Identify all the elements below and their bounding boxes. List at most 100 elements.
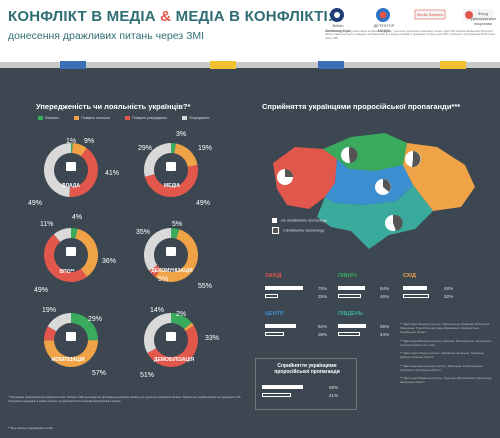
donut-2-pct-c: 49% bbox=[196, 200, 211, 207]
page-title: КОНФЛІКТ В МЕДІА & МЕДІА В КОНФЛІКТІ: bbox=[8, 8, 333, 25]
donut-6-segment-2 bbox=[184, 322, 194, 331]
british-embassy-logo bbox=[330, 8, 344, 22]
note-east: *** Дані щодо Східного регіону: Харківсь… bbox=[400, 351, 485, 359]
west-pct-1: 75% bbox=[318, 286, 328, 291]
donut-6-label: ДЕМОБІЛІЗАЦІЯ bbox=[153, 357, 195, 363]
donut-2-pct-a: 3% bbox=[176, 131, 187, 138]
south-pct-1: 56% bbox=[380, 324, 390, 329]
center-pct-2: 38% bbox=[318, 332, 328, 337]
map-pie-north-share bbox=[349, 146, 358, 163]
note-west: *** Дані щодо Західного регіону: Хмельни… bbox=[400, 322, 490, 334]
legend-item-loyal: Лояльно bbox=[38, 116, 60, 121]
map-pie-south-share bbox=[393, 214, 403, 231]
region-west bbox=[273, 147, 337, 209]
donut-5-segment-4 bbox=[47, 313, 71, 332]
region-2-bar-2 bbox=[338, 294, 361, 298]
map-pie-west-share bbox=[285, 169, 293, 177]
propaganda-section-title: Сприйняття українцями проросійської проп… bbox=[262, 102, 461, 111]
region-label-center: ЦЕНТР bbox=[265, 311, 284, 317]
donut-6-segment-3 bbox=[147, 325, 198, 367]
donut-1-pct-b: 9% bbox=[84, 138, 95, 145]
logo-caption-dif: Фонд Демократичні ініціативи bbox=[471, 11, 497, 26]
star-icon bbox=[166, 247, 176, 256]
building-icon bbox=[66, 162, 76, 171]
donut-1-label: ВЛАДА bbox=[62, 183, 80, 189]
donut-1-segment-4 bbox=[43, 143, 71, 197]
donut-5-pct-c: 19% bbox=[42, 307, 57, 314]
east-pct-2: 52% bbox=[444, 294, 454, 299]
accent-dash-yellow-2 bbox=[440, 61, 466, 69]
legend-label: Лояльно bbox=[45, 116, 60, 120]
logo-caption-embassy: British Embassy Kyiv bbox=[325, 23, 351, 33]
logos-svg bbox=[330, 8, 493, 22]
page-subtitle: донесення дражливих питань через ЗМІ bbox=[8, 30, 205, 42]
donut-2-segment-3 bbox=[144, 164, 199, 198]
region-south bbox=[317, 185, 433, 249]
total-pct-2: 41% bbox=[329, 393, 339, 398]
donut-5-pct-a: 29% bbox=[88, 316, 103, 323]
map-pie-east-share bbox=[412, 151, 421, 168]
donut-2-pct-d: 29% bbox=[138, 145, 153, 152]
north-pct-1: 54% bbox=[380, 286, 390, 291]
west-pct-2: 25% bbox=[318, 294, 328, 299]
note-center: *** Дані щодо Центрального регіону: Вінн… bbox=[400, 363, 484, 372]
legend-item-biased: Упереджено bbox=[182, 116, 210, 121]
donut-3-segment-2 bbox=[75, 228, 98, 277]
divider-strip bbox=[0, 62, 500, 68]
legend-label: Помірно упереджено bbox=[132, 116, 168, 120]
intro-text: Ця робота щодо стану висвітлення медійно… bbox=[325, 30, 496, 40]
ukraine-regions-map bbox=[273, 133, 475, 249]
total-box bbox=[255, 358, 357, 410]
region-3-bar-2 bbox=[403, 294, 429, 298]
donut-6-pct-d: 51% bbox=[140, 372, 155, 379]
donut-3-pct-a: 4% bbox=[72, 214, 83, 221]
donut-6-pct-c: 33% bbox=[205, 335, 220, 342]
region-north bbox=[323, 133, 407, 171]
donut-3-pct-c: 49% bbox=[34, 287, 49, 294]
legend-label: Помірно лояльно bbox=[81, 116, 111, 120]
donut-2-segment-2 bbox=[174, 143, 198, 167]
donut-4-segment-4 bbox=[144, 228, 171, 271]
region-label-north: ПІВНІЧ bbox=[338, 273, 357, 279]
region-center bbox=[325, 159, 413, 205]
title-part-2: МЕДІА В КОНФЛІКТІ: bbox=[175, 8, 334, 25]
footnote-main: * Опитування проводилося методом face-to… bbox=[8, 396, 242, 403]
donut-6-pct-a: 14% bbox=[150, 307, 165, 314]
note-north: *** Дані щодо Північного регіону: Київсь… bbox=[400, 338, 492, 347]
donut-2-segment-4 bbox=[144, 143, 171, 177]
donut-4-pct-b: 55% bbox=[198, 283, 213, 290]
donut-1-segment-2 bbox=[72, 143, 87, 157]
donut-4-segment-2 bbox=[155, 229, 198, 282]
donut-1-pct-c: 41% bbox=[105, 170, 120, 177]
donut-3-segment-4 bbox=[53, 228, 71, 242]
donut-2-label: МЕДІА bbox=[163, 183, 181, 189]
donut-6-segment-4 bbox=[144, 313, 171, 354]
key-label: Сприймають пропаганду bbox=[283, 228, 325, 233]
donut-3-pct-d: 11% bbox=[40, 221, 54, 228]
loyalty-section-title: Упередженість чи лояльність українців?* bbox=[36, 102, 191, 111]
donut-5-segment-3 bbox=[44, 326, 57, 341]
media-sapiens-logo bbox=[414, 9, 446, 20]
accent-dash-yellow bbox=[210, 61, 236, 69]
region-label-south: ПІВДЕНЬ bbox=[338, 311, 363, 317]
partner-logos: British Embassy Kyiv ДЕТЕКТОР МЕДІА Medi… bbox=[325, 6, 497, 33]
header: КОНФЛІКТ В МЕДІА & МЕДІА В КОНФЛІКТІ: до… bbox=[0, 0, 500, 62]
note-south: *** Дані щодо Південного регіону: Одеськ… bbox=[400, 376, 493, 384]
donut-3-pct-b: 36% bbox=[102, 258, 117, 265]
donut-2-pct-b: 19% bbox=[198, 145, 213, 152]
logo-caption-detector: ДЕТЕКТОР МЕДІА bbox=[373, 23, 395, 33]
accent-dash-blue-2 bbox=[318, 61, 344, 69]
region-1-bar-1 bbox=[265, 286, 303, 290]
donut-4-pct-c: 5% bbox=[158, 276, 169, 283]
region-notes: *** Дані щодо Західного регіону: Хмельни… bbox=[400, 322, 494, 389]
donut-3-segment-3 bbox=[44, 234, 87, 282]
region-5-bar-1 bbox=[338, 324, 366, 328]
legend-label: Упереджено bbox=[189, 116, 210, 120]
region-1-bar-2 bbox=[265, 294, 278, 298]
tv-icon bbox=[166, 162, 176, 171]
key-not-perceive: Не сприймають пропаганду bbox=[272, 218, 327, 223]
map-pie-charts bbox=[277, 146, 421, 231]
total-pct-1: 59% bbox=[329, 385, 339, 390]
donut-5-label: МОБІЛІЗАЦІЯ bbox=[51, 357, 85, 363]
donut-1-segment-1 bbox=[71, 143, 73, 154]
